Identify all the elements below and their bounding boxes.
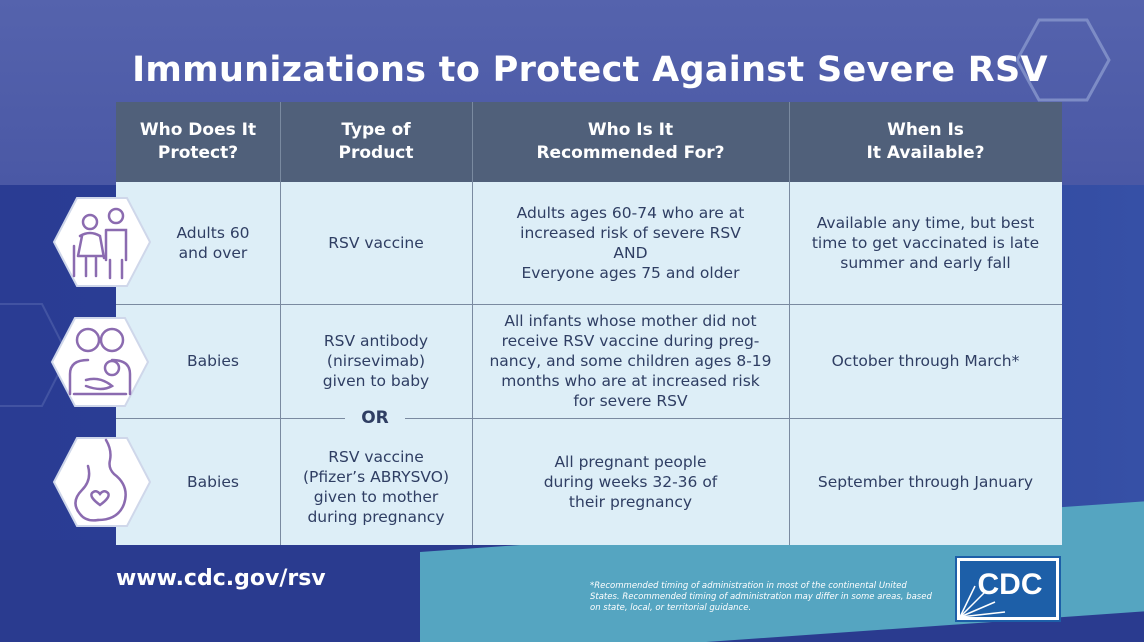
immunization-table: Who Does It Protect? Type of Product Who… bbox=[116, 102, 1062, 545]
row3-available: September through January bbox=[817, 472, 1034, 491]
row2-product: RSV antibody (nirsevimab) given to baby bbox=[322, 332, 430, 390]
hexagon-decoration-left-icon bbox=[0, 303, 70, 407]
row-divider bbox=[116, 418, 1062, 419]
header-product-type: Type of Product bbox=[338, 120, 414, 163]
header-availability: When Is It Available? bbox=[866, 120, 985, 163]
row2-recommended: All infants whose mother did not receive… bbox=[489, 312, 772, 410]
hexagon-decoration-icon bbox=[1015, 18, 1111, 102]
row2-who: Babies bbox=[187, 352, 239, 370]
row1-who: Adults 60 and over bbox=[176, 224, 250, 262]
svg-text:CDC: CDC bbox=[978, 568, 1043, 601]
older-adults-icon bbox=[52, 197, 152, 287]
header-recommended-for: Who Is It Recommended For? bbox=[536, 120, 725, 163]
column-divider bbox=[280, 102, 281, 545]
row1-product: RSV vaccine bbox=[328, 234, 424, 252]
row1-recommended: Adults ages 60-74 who are at increased r… bbox=[516, 204, 745, 282]
column-divider bbox=[789, 102, 790, 545]
row3-recommended: All pregnant people during weeks 32-36 o… bbox=[543, 452, 718, 511]
or-label: OR bbox=[345, 407, 405, 429]
row-divider bbox=[116, 304, 1062, 305]
footnote: *Recommended timing of administration in… bbox=[590, 581, 932, 613]
website-link[interactable]: www.cdc.gov/rsv bbox=[116, 566, 326, 591]
row3-product: RSV vaccine (Pfizer’s ABRYSVO) given to … bbox=[302, 447, 450, 526]
row1-available: Available any time, but best time to get… bbox=[811, 214, 1040, 272]
column-divider bbox=[472, 102, 473, 545]
parent-baby-icon bbox=[50, 317, 150, 407]
page-title: Immunizations to Protect Against Severe … bbox=[132, 50, 1048, 90]
cdc-logo-icon: CDC bbox=[955, 556, 1061, 622]
row2-available: October through March* bbox=[831, 352, 1020, 370]
table-header bbox=[116, 102, 1062, 182]
pregnant-person-icon bbox=[52, 437, 152, 527]
header-who-protect: Who Does It Protect? bbox=[139, 120, 257, 163]
row3-who: Babies bbox=[187, 472, 239, 491]
